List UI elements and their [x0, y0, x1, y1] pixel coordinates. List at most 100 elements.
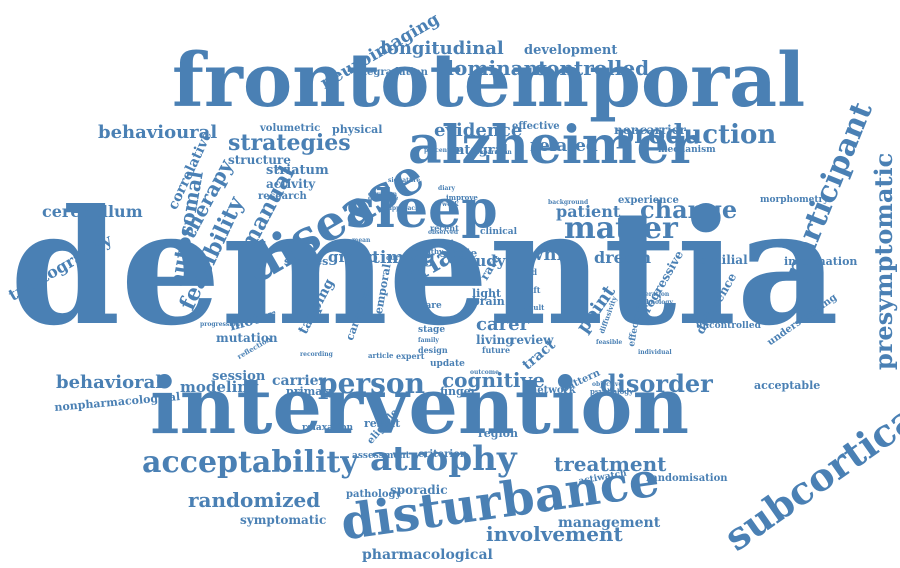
word-design: design	[418, 345, 448, 355]
word-behavioral: behavioral	[56, 372, 163, 393]
word-graduate: graduate	[368, 195, 399, 202]
word-presymptomatic: presymptomatic	[869, 152, 898, 370]
word-patient: patient	[556, 202, 621, 221]
word-approach: approach	[388, 205, 420, 212]
word-noncarrier: noncarrier	[614, 123, 686, 137]
word-effective: effective	[512, 121, 560, 132]
word-pharmacological: pharmacological	[362, 547, 493, 563]
word-recording: recording	[300, 351, 333, 358]
word-sporadic: sporadic	[390, 483, 448, 497]
word-session: session	[212, 369, 266, 384]
word-production: production	[616, 120, 777, 150]
word-progression: progression	[200, 321, 240, 328]
word-observed: observed	[428, 229, 459, 236]
word-involvement: involvement	[486, 522, 623, 546]
word-timing: timing	[372, 248, 436, 268]
word-relaxation: relaxation	[302, 423, 354, 433]
word-diary: diary	[438, 185, 456, 192]
word-expert: expert	[396, 351, 425, 361]
word-person: person	[318, 367, 425, 400]
word-research: research	[258, 191, 307, 202]
word-physical: physical	[332, 123, 383, 136]
word-improve: improve	[446, 193, 478, 202]
word-update: update	[430, 359, 465, 369]
word-group: group	[328, 248, 378, 266]
word-management: management	[558, 515, 661, 531]
word-family: family	[418, 337, 439, 344]
word-feasible: feasible	[596, 339, 623, 346]
word-result: result	[364, 417, 401, 430]
word-finger: finger	[440, 385, 477, 398]
word-frontotemporal: frontotemporal	[172, 38, 806, 124]
word-cognitive: cognitive	[442, 368, 545, 392]
word-recent: recent	[430, 223, 459, 233]
word-development: development	[524, 43, 618, 58]
word-brain: brain	[472, 295, 505, 308]
word-technology: technology	[636, 299, 673, 306]
word-randomisation: randomisation	[646, 473, 728, 484]
word-evidence: evidence	[434, 120, 523, 141]
word-care: care	[420, 301, 442, 311]
word-outcome: outcome	[470, 369, 499, 376]
word-current: current	[386, 253, 416, 262]
word-striatum: striatum	[266, 163, 329, 178]
word-white: white	[528, 244, 584, 265]
word-criterion: criterion	[418, 449, 468, 460]
word-disorder: disorder	[600, 369, 713, 398]
word-single: single	[440, 247, 478, 260]
word-duration: duration	[368, 191, 398, 198]
word-carer: carer	[476, 314, 530, 335]
word-uncontrolled: uncontrolled	[696, 321, 761, 331]
word-studies: studies	[284, 255, 329, 268]
word-longitudinal: longitudinal	[380, 38, 504, 59]
word-behavioural: behavioural	[98, 122, 218, 143]
word-related: related	[530, 136, 598, 156]
word-signature: signature	[388, 177, 421, 184]
word-study: study	[460, 252, 506, 270]
word-alzheimer: alzheimer	[408, 115, 698, 176]
word-strategies: strategies	[228, 130, 351, 156]
word-alteration: alteration	[636, 291, 670, 298]
word-modeling: modeling	[180, 378, 259, 396]
word-treatment: treatment	[554, 452, 667, 476]
word-region: region	[478, 427, 518, 440]
word-future: future	[482, 345, 511, 355]
word-adult: adult	[524, 303, 545, 312]
word-pathology: pathology	[346, 489, 402, 500]
word-light: light	[472, 287, 502, 300]
word-review: review	[510, 333, 554, 347]
word-integral: integral	[450, 143, 508, 158]
word-dominant: dominant	[440, 56, 548, 80]
word-randomized: randomized	[188, 488, 321, 512]
word-structure: structure	[228, 153, 291, 167]
word-subcortical: subcortical	[715, 386, 900, 560]
word-background: background	[548, 199, 589, 206]
word-mechanism: mechanism	[658, 145, 716, 155]
word-work: work	[442, 201, 459, 208]
word-individual: individual	[638, 349, 672, 356]
word-blind: blind	[514, 267, 538, 277]
word-separation: separation	[476, 149, 512, 156]
word-living: living	[476, 333, 514, 347]
word-sleep: sleep	[346, 179, 498, 240]
word-intervention: intervention	[150, 361, 690, 452]
word-degradation: degradation	[360, 67, 428, 78]
word-primary: primary	[286, 385, 335, 398]
word-morphometry: morphometry	[760, 195, 829, 205]
word-percentage: percentage	[424, 147, 462, 154]
word-controlled: controlled	[534, 56, 650, 80]
word-information: information	[784, 255, 858, 268]
word-experience: experience	[618, 195, 679, 206]
word-dementia: dementia	[10, 176, 839, 361]
word-article: article	[368, 351, 394, 360]
word-assessment: assessment	[352, 451, 410, 461]
word-healthy: healthy	[414, 247, 444, 256]
word-familial: familial	[696, 253, 748, 267]
word-matter: matter	[564, 211, 678, 246]
word-network: network	[530, 385, 576, 396]
word-clinical: clinical	[480, 227, 518, 237]
word-change: change	[640, 195, 738, 224]
word-stage: stage	[418, 325, 446, 335]
word-dream: dream	[594, 248, 652, 267]
